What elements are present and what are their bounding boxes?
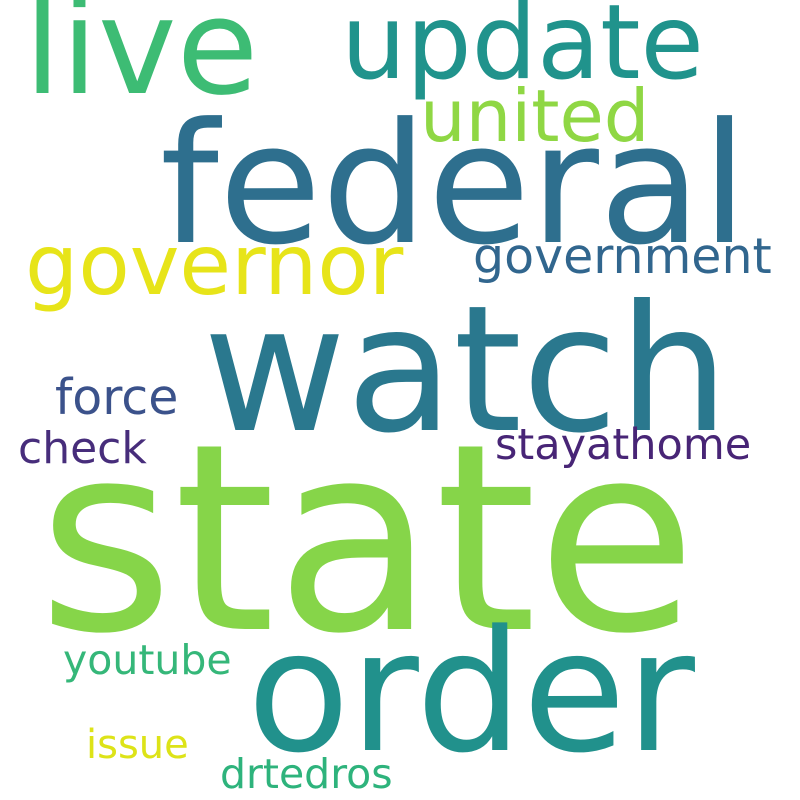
- word-force: force: [55, 369, 179, 426]
- word-united: united: [420, 74, 650, 158]
- word-issue: issue: [86, 722, 189, 768]
- word-government: government: [473, 228, 772, 285]
- word-stayathome: stayathome: [495, 420, 752, 470]
- word-federal: federal: [160, 88, 748, 282]
- word-update: update: [341, 0, 704, 103]
- word-order: order: [247, 594, 695, 790]
- word-governor: governor: [25, 216, 404, 314]
- word-state: state: [38, 389, 697, 691]
- word-live: live: [24, 0, 259, 125]
- word-watch: watch: [203, 269, 730, 472]
- word-check: check: [18, 423, 147, 474]
- word-drtedros: drtedros: [220, 750, 393, 798]
- word-youtube: youtube: [63, 636, 232, 684]
